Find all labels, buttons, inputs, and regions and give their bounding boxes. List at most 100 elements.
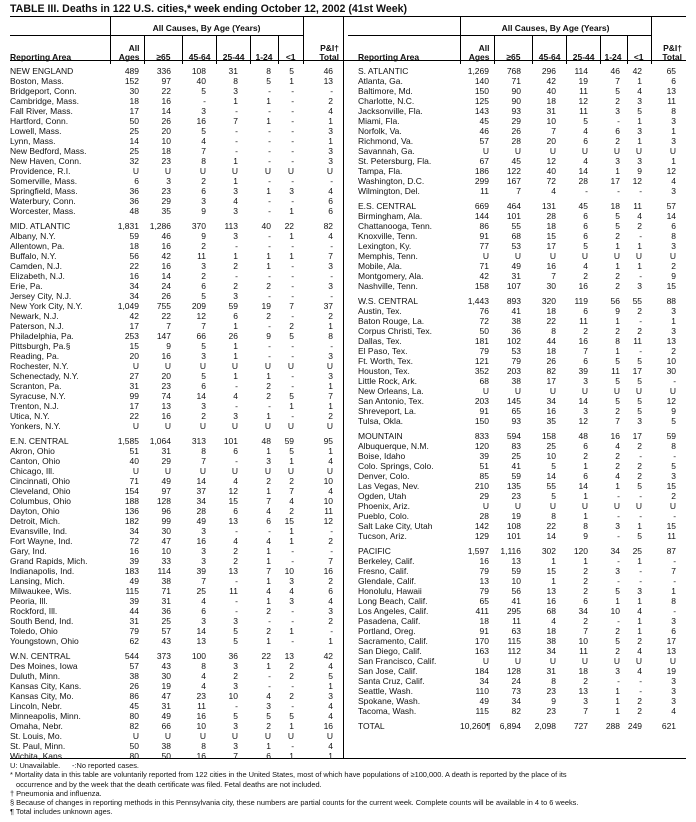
- cell-all-ages: 833: [474, 431, 489, 441]
- cell-age-under-1: -: [639, 566, 643, 576]
- cell-all-ages: 85: [479, 471, 489, 481]
- cell-reporting-area: Savannah, Ga.: [358, 146, 415, 156]
- cell-age-45-64: 14: [196, 476, 206, 486]
- table-row: Detroit, Mich. 182 99 49 13 6 15 12: [10, 516, 343, 526]
- table-row: New York City, N.Y. 1,049 755 209 59 19 7 37: [10, 301, 343, 311]
- cell-age-under-1: 5: [637, 106, 643, 116]
- table-row: Santa Cruz, Calif. 34 24 8 2 - - 3: [348, 676, 686, 686]
- region-row: PACIFIC 1,597 1,116 302 120 34 25 87: [348, 546, 686, 556]
- cell-age-1-24: 3: [615, 521, 620, 531]
- cell-age-45-64: 5: [551, 491, 556, 501]
- cell-all-ages: 299: [474, 176, 489, 186]
- cell-all-ages: 31: [129, 381, 139, 391]
- cell-pi-total: 6: [328, 586, 334, 596]
- cell-pi-total: 5: [671, 416, 677, 426]
- cell-age-65-plus: 90: [511, 86, 521, 96]
- cell-pi-total: 1: [328, 636, 334, 646]
- cell-reporting-area: Baltimore, Md.: [358, 86, 413, 96]
- cell-age-25-44: 2: [583, 586, 588, 596]
- cell-reporting-area: St. Louis, Mo.: [10, 731, 62, 741]
- column-header-reporting-area: Reporting Area: [10, 52, 72, 62]
- cell-age-under-1: U: [635, 386, 643, 396]
- cell-age-under-1: 11: [633, 201, 643, 211]
- cell-age-25-44: 28: [578, 176, 588, 186]
- table-row: Syracuse, N.Y. 99 74 14 4 2 5 7: [10, 391, 343, 401]
- cell-age-65-plus: 23: [161, 156, 171, 166]
- cell-age-25-44: 11: [579, 646, 588, 656]
- cell-all-ages: 140: [474, 76, 489, 86]
- table-row: Albuquerque, N.M. 120 83 25 6 4 2 8: [348, 441, 686, 451]
- cell-age-under-1: -: [639, 676, 643, 686]
- cell-age-45-64: 23: [546, 686, 556, 696]
- cell-pi-total: U: [326, 361, 334, 371]
- cell-age-25-44: 4: [583, 126, 588, 136]
- cell-age-65-plus: 167: [506, 176, 521, 186]
- cell-age-45-64: 72: [546, 176, 556, 186]
- cell-age-1-24: -: [268, 671, 271, 681]
- cell-age-25-44: -: [235, 526, 238, 536]
- cell-reporting-area: Lansing, Mich.: [10, 576, 65, 586]
- cell-age-45-64: 25: [196, 586, 206, 596]
- cell-age-1-24: 1: [266, 116, 271, 126]
- cell-age-25-44: 10: [578, 636, 588, 646]
- cell-reporting-area: Duluth, Minn.: [10, 671, 61, 681]
- cell-reporting-area: Omaha, Nebr.: [10, 721, 63, 731]
- table-row: Dallas, Tex. 181 102 44 16 8 11 13: [348, 336, 686, 346]
- cell-age-1-24: -: [617, 616, 620, 626]
- cell-age-1-24: 1: [615, 261, 620, 271]
- cell-all-ages: 188: [124, 496, 139, 506]
- cell-age-25-44: -: [235, 606, 238, 616]
- cell-all-ages: U: [132, 421, 139, 431]
- cell-age-under-1: U: [635, 501, 643, 511]
- cell-reporting-area: Utica, N.Y.: [10, 411, 50, 421]
- cell-age-45-64: 37: [196, 486, 206, 496]
- cell-age-25-44: -: [235, 106, 238, 116]
- table-row: Cambridge, Mass. 18 16 - 1 1 - 2: [10, 96, 343, 106]
- cell-pi-total: -: [673, 556, 677, 566]
- cell-reporting-area: Las Vegas, Nev.: [358, 481, 420, 491]
- table-row: Norfolk, Va. 46 26 7 4 6 3 1: [348, 126, 686, 136]
- cell-age-under-1: 1: [289, 751, 295, 761]
- cell-age-65-plus: 23: [511, 491, 521, 501]
- cell-age-65-plus: 114: [157, 566, 171, 576]
- cell-reporting-area: Toledo, Ohio: [10, 626, 58, 636]
- region-row: S. ATLANTIC 1,269 768 296 114 46 42 65: [348, 64, 686, 76]
- cell-age-25-44: 2: [583, 616, 588, 626]
- cell-pi-total: 16: [323, 566, 334, 576]
- cell-age-under-1: U: [287, 166, 295, 176]
- table-row: Elizabeth, N.J. 16 14 2 - - - -: [10, 271, 343, 281]
- cell-pi-total: 1: [328, 381, 334, 391]
- table-row: Kansas City, Mo. 86 47 23 10 4 2 3: [10, 691, 343, 701]
- cell-age-45-64: 82: [546, 366, 556, 376]
- cell-age-25-44: 6: [583, 471, 588, 481]
- cell-age-1-24: 1: [615, 596, 620, 606]
- cell-age-25-44: U: [581, 656, 588, 666]
- age-group-header: All Causes, By Age (Years): [109, 17, 304, 36]
- cell-pi-total: -: [330, 526, 334, 536]
- cell-reporting-area: Denver, Colo.: [358, 471, 410, 481]
- cell-age-65-plus: U: [164, 421, 171, 431]
- cell-age-65-plus: 101: [506, 211, 521, 221]
- cell-age-25-44: 13: [228, 516, 238, 526]
- cell-age-1-24: 1: [266, 636, 271, 646]
- cell-all-ages: 22: [129, 411, 139, 421]
- cell-age-45-64: 2: [201, 176, 206, 186]
- cell-pi-total: 13: [666, 336, 677, 346]
- cell-age-45-64: 40: [196, 76, 206, 86]
- cell-age-under-1: 4: [289, 586, 295, 596]
- cell-pi-total: 3: [671, 686, 677, 696]
- cell-age-1-24: 48: [261, 436, 271, 446]
- cell-age-65-plus: 464: [506, 201, 521, 211]
- cell-age-45-64: 17: [546, 241, 556, 251]
- cell-reporting-area: NEW ENGLAND: [10, 66, 74, 76]
- cell-age-under-1: 3: [289, 576, 295, 586]
- cell-reporting-area: Columbus, Ohio: [10, 496, 71, 506]
- cell-pi-total: U: [669, 251, 677, 261]
- cell-age-under-1: U: [287, 361, 295, 371]
- cell-pi-total: 4: [328, 596, 334, 606]
- cell-age-65-plus: 71: [161, 586, 171, 596]
- cell-age-1-24: 3: [615, 666, 620, 676]
- cell-age-1-24: 2: [615, 626, 620, 636]
- cell-age-45-64: 18: [546, 346, 556, 356]
- cell-all-ages: 142: [474, 521, 489, 531]
